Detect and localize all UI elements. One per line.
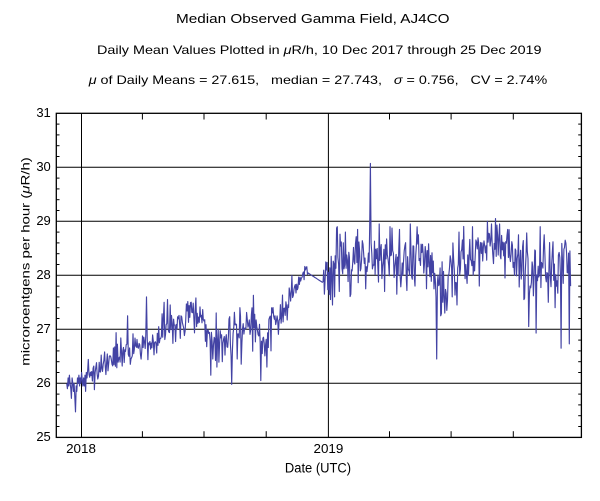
svg-text:μ of Daily Means = 27.615, m: μ of Daily Means = 27.615, median = 27.7… xyxy=(88,73,548,87)
svg-text:27: 27 xyxy=(36,321,50,336)
svg-text:Median Observed Gamma Field, A: Median Observed Gamma Field, AJ4CO xyxy=(176,11,450,26)
svg-text:Daily Mean Values Plotted in μ: Daily Mean Values Plotted in μR/h, 10 De… xyxy=(97,43,542,57)
svg-text:2019: 2019 xyxy=(314,441,344,456)
svg-text:26: 26 xyxy=(36,375,50,390)
svg-text:Date (UTC): Date (UTC) xyxy=(285,460,351,475)
svg-text:29: 29 xyxy=(36,213,50,228)
svg-text:28: 28 xyxy=(36,267,50,282)
svg-text:25: 25 xyxy=(36,429,50,444)
svg-text:microroentgens per hour (μR/h): microroentgens per hour (μR/h) xyxy=(18,157,32,366)
svg-text:2018: 2018 xyxy=(66,441,96,456)
svg-text:31: 31 xyxy=(36,105,50,120)
svg-text:30: 30 xyxy=(36,159,50,174)
